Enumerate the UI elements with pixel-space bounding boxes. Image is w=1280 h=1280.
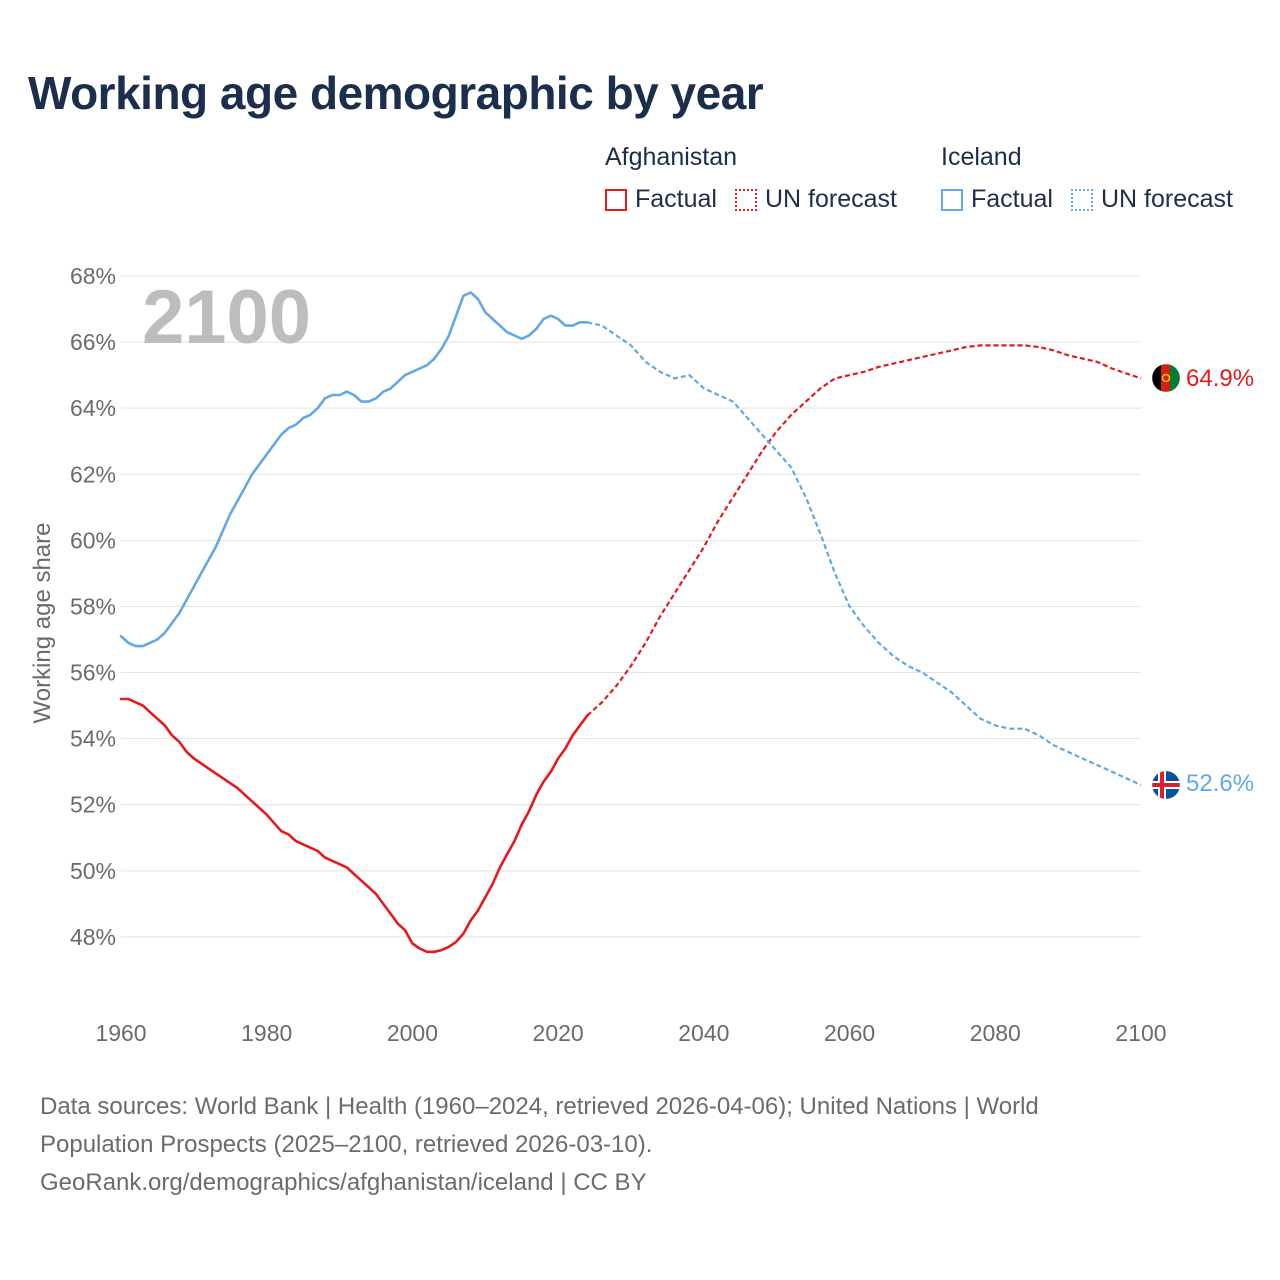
legend-label: Factual bbox=[635, 185, 717, 213]
y-tick-label: 58% bbox=[70, 593, 116, 619]
legend-label: UN forecast bbox=[1100, 185, 1233, 213]
y-tick-label: 62% bbox=[70, 461, 116, 487]
footer-sources-line: Data sources: World Bank | Health (1960–… bbox=[40, 1093, 1039, 1120]
y-tick-label: 50% bbox=[70, 858, 116, 884]
afghanistan-factual-line bbox=[119, 697, 589, 954]
legend-iceland-heading: Iceland bbox=[941, 143, 1022, 171]
legend-afghanistan-factual[interactable]: Factual bbox=[605, 185, 717, 214]
y-tick-label: 64% bbox=[70, 395, 116, 421]
legend-dotted-swatch-icon bbox=[1070, 188, 1093, 211]
legend-iceland-factual[interactable]: Factual bbox=[941, 185, 1053, 214]
legend-afghanistan-heading: Afghanistan bbox=[605, 143, 738, 171]
legend-iceland: Iceland Factual UN forecast bbox=[941, 143, 1251, 214]
legend-label: Factual bbox=[971, 185, 1053, 213]
legend-afghanistan: Afghanistan Factual UN forecast bbox=[605, 143, 915, 214]
x-tick-label: 2000 bbox=[387, 1020, 438, 1046]
x-tick-label: 1980 bbox=[241, 1020, 292, 1046]
y-tick-label: 48% bbox=[70, 924, 116, 950]
chart-title: Working age demographic by year bbox=[28, 67, 764, 119]
afghanistan-flag-icon bbox=[1151, 363, 1181, 393]
afghanistan-end-label: 64.9% bbox=[1186, 365, 1254, 392]
footer-credit-line[interactable]: GeoRank.org/demographics/afghanistan/ice… bbox=[40, 1169, 647, 1196]
legend-label: UN forecast bbox=[764, 185, 897, 213]
x-tick-label: 2080 bbox=[970, 1020, 1021, 1046]
y-tick-label: 60% bbox=[70, 527, 116, 553]
y-tick-label: 68% bbox=[70, 263, 116, 289]
x-tick-label: 1960 bbox=[95, 1020, 146, 1046]
legend-dotted-swatch-icon bbox=[734, 188, 757, 211]
x-tick-label: 2100 bbox=[1115, 1020, 1166, 1046]
legend-afghanistan-forecast[interactable]: UN forecast bbox=[734, 185, 897, 214]
x-tick-label: 2060 bbox=[824, 1020, 875, 1046]
y-tick-label: 66% bbox=[70, 329, 116, 355]
legend-iceland-forecast[interactable]: UN forecast bbox=[1070, 185, 1233, 214]
iceland-end-label: 52.6% bbox=[1186, 770, 1254, 797]
x-tick-label: 2040 bbox=[678, 1020, 729, 1046]
line-chart: 48% 50% 52% 54% 56% 58% 60% 62% 64% 66% 68% 1960 198… bbox=[29, 263, 1254, 1046]
iceland-forecast-line bbox=[587, 321, 1142, 786]
afghanistan-forecast-line bbox=[586, 344, 1142, 717]
footer: Data sources: World Bank | Health (1960–… bbox=[40, 1088, 1220, 1202]
year-watermark: 2100 bbox=[142, 275, 311, 360]
legend-solid-swatch-icon bbox=[941, 188, 963, 211]
y-axis-label: Working age share bbox=[29, 523, 56, 724]
iceland-factual-line bbox=[119, 291, 589, 648]
x-tick-label: 2020 bbox=[533, 1020, 584, 1046]
iceland-flag-icon bbox=[1151, 770, 1181, 800]
y-tick-label: 54% bbox=[70, 726, 116, 752]
legend-solid-swatch-icon bbox=[605, 188, 627, 211]
y-tick-label: 52% bbox=[70, 792, 116, 818]
footer-sources-line: Population Prospects (2025–2100, retriev… bbox=[40, 1131, 653, 1158]
y-tick-label: 56% bbox=[70, 660, 116, 686]
